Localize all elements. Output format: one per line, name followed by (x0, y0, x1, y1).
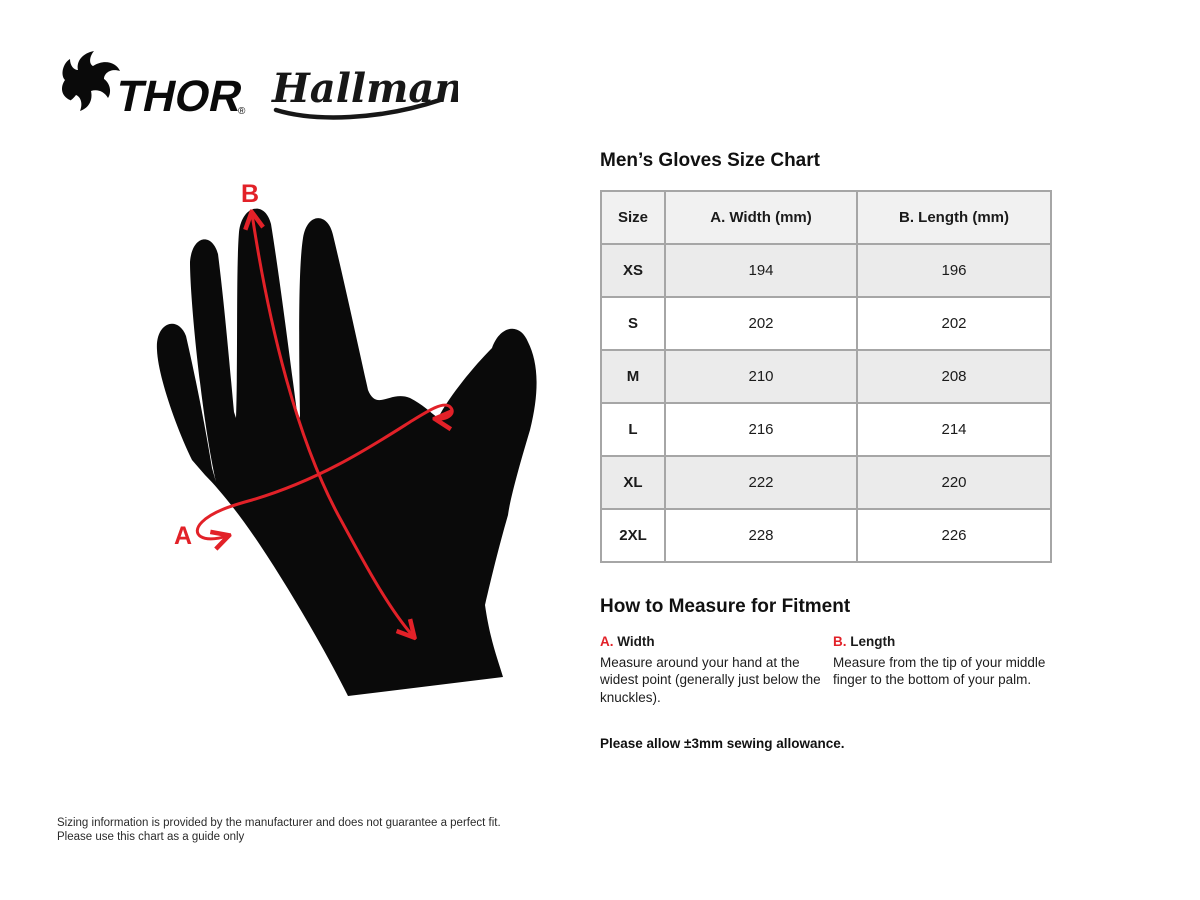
measure-name-length: Length (850, 634, 896, 649)
length-value: 196 (856, 243, 1052, 298)
brand-logos: THOR ® Hallman (58, 50, 463, 135)
table-row: L 216 214 (600, 402, 1052, 457)
length-value: 214 (856, 402, 1052, 457)
size-value: M (600, 349, 666, 404)
length-value: 208 (856, 349, 1052, 404)
measure-label-length: B. Length (833, 634, 1068, 649)
col-header-width: A. Width (mm) (664, 190, 858, 245)
width-value: 210 (664, 349, 858, 404)
how-to-measure-section: How to Measure for Fitment A. Width Meas… (600, 596, 1068, 751)
hand-measure-diagram: B A (100, 150, 600, 755)
thor-wordmark: THOR (112, 72, 247, 120)
size-chart-title: Men’s Gloves Size Chart (600, 150, 820, 171)
size-chart-table: Size A. Width (mm) B. Length (mm) XS 194… (600, 190, 1052, 563)
measure-label-width: A. Width (600, 634, 833, 649)
table-row: S 202 202 (600, 296, 1052, 351)
how-to-measure-title: How to Measure for Fitment (600, 596, 851, 617)
col-header-length: B. Length (mm) (856, 190, 1052, 245)
col-header-size: Size (600, 190, 666, 245)
size-value: XL (600, 455, 666, 510)
measure-text-length: Measure from the tip of your middle fing… (833, 655, 1046, 688)
width-value: 228 (664, 508, 858, 563)
thor-goat-icon (62, 51, 120, 111)
thor-registered-mark: ® (238, 106, 246, 117)
size-chart-section: Men’s Gloves Size Chart Size A. Width (m… (600, 150, 1052, 563)
measure-item-length: B. Length Measure from the tip of your m… (833, 634, 1068, 706)
measure-line-a (195, 403, 454, 539)
table-row: 2XL 228 226 (600, 508, 1052, 563)
thor-text: THOR (112, 72, 247, 120)
hallman-wordmark: Hallman (271, 65, 463, 120)
table-row: M 210 208 (600, 349, 1052, 404)
measure-item-width: A. Width Measure around your hand at the… (600, 634, 833, 706)
label-a: A (174, 522, 192, 550)
sizing-disclaimer: Sizing information is provided by the ma… (57, 816, 501, 845)
width-value: 216 (664, 402, 858, 457)
hand-silhouette (156, 208, 537, 696)
length-value: 226 (856, 508, 1052, 563)
sewing-allowance-note: Please allow ±3mm sewing allowance. (600, 735, 845, 751)
width-value: 194 (664, 243, 858, 298)
table-row: XL 222 220 (600, 455, 1052, 510)
length-value: 202 (856, 296, 1052, 351)
table-header-row: Size A. Width (mm) B. Length (mm) (600, 190, 1052, 245)
disclaimer-line-1: Sizing information is provided by the ma… (57, 817, 501, 829)
measure-text-width: Measure around your hand at the widest p… (600, 655, 821, 705)
width-value: 222 (664, 455, 858, 510)
table-row: XS 194 196 (600, 243, 1052, 298)
width-value: 202 (664, 296, 858, 351)
logo-svg: THOR ® Hallman (62, 51, 463, 121)
hallman-swash (273, 97, 443, 120)
measure-key-b: B. (833, 634, 847, 649)
hand-diagram-svg: B A (156, 180, 537, 696)
size-value: L (600, 402, 666, 457)
disclaimer-line-2: Please use this chart as a guide only (57, 831, 245, 844)
label-b: B (241, 180, 259, 208)
size-value: 2XL (600, 508, 666, 563)
size-value: XS (600, 243, 666, 298)
measure-key-a: A. (600, 634, 614, 649)
length-value: 220 (856, 455, 1052, 510)
size-value: S (600, 296, 666, 351)
measure-name-width: Width (617, 634, 655, 649)
